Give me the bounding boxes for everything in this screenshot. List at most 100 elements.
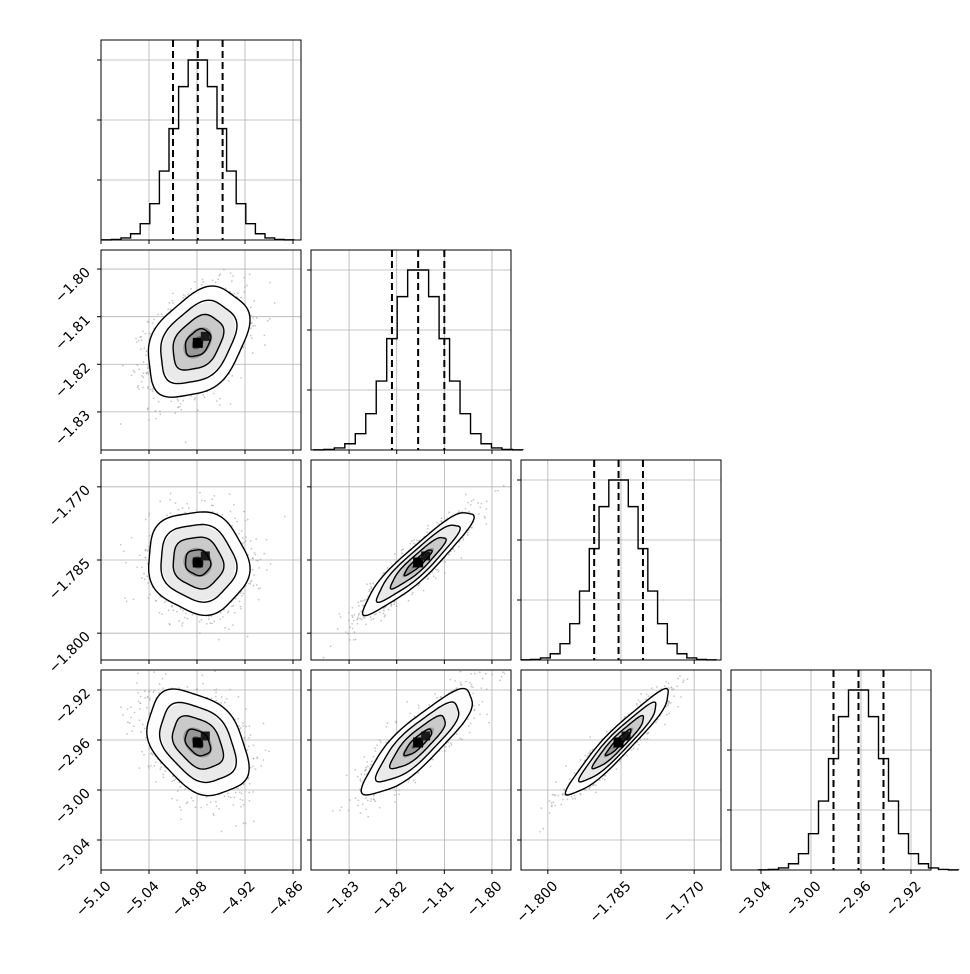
scatter-point [213,620,215,622]
scatter-point [383,612,385,614]
scatter-point [195,806,197,808]
scatter-point [337,628,339,630]
scatter-point [339,613,341,615]
scatter-point [159,612,161,614]
scatter-point [197,409,199,411]
scatter-point [503,485,505,487]
scatter-point [263,334,265,336]
scatter-point [147,582,149,584]
scatter-point [149,535,151,537]
scatter-point [458,546,460,548]
scatter-point [167,308,169,310]
scatter-point [357,623,359,625]
scatter-point [141,375,143,377]
scatter-point [232,275,234,277]
scatter-point [219,273,221,275]
scatter-point [391,604,393,606]
scatter-point [470,504,472,506]
scatter-point [181,625,183,627]
scatter-point [259,587,261,589]
scatter-point [237,243,239,245]
scatter-point [383,610,385,612]
scatter-point [241,530,243,532]
scatter-point [142,387,144,389]
scatter-point [254,552,256,554]
scatter-point [212,279,214,281]
scatter-point [140,348,142,350]
scatter-point [248,746,250,748]
scatter-point [213,495,215,497]
scatter-point [171,780,173,782]
scatter-point [353,614,355,616]
scatter-point [362,605,364,607]
scatter-point [234,517,236,519]
scatter-point [180,608,182,610]
scatter-point [182,610,184,612]
scatter-point [252,557,254,559]
scatter-point [240,297,242,299]
scatter-point [182,400,184,402]
scatter-point [423,590,425,592]
scatter-point [361,618,363,620]
scatter-point [204,396,206,398]
scatter-point [245,536,247,538]
scatter-point [387,567,389,569]
scatter-point [245,540,247,542]
scatter-point [240,606,242,608]
scatter-point [227,612,229,614]
scatter-point [486,500,488,502]
scatter-point [149,593,151,595]
scatter-point [479,507,481,509]
scatter-point [222,514,224,516]
scatter-point [370,616,372,618]
scatter-point [238,696,240,698]
scatter-point [125,562,127,564]
scatter-point [139,767,141,769]
scatter-point [465,494,467,496]
scatter-point [182,297,184,299]
scatter-point [264,344,266,346]
scatter-point [448,554,450,556]
scatter-point [427,528,429,530]
scatter-point [249,583,251,585]
panel-content [100,243,301,461]
scatter-point [161,313,163,315]
scatter-point [426,531,428,533]
scatter-point [411,540,413,542]
scatter-point [360,611,362,613]
scatter-point [245,823,247,825]
scatter-point [233,504,235,506]
scatter-point [234,612,236,614]
scatter-point [148,373,150,375]
scatter-point [136,341,138,343]
scatter-point [269,282,271,284]
hist-panel-2 [307,250,523,450]
scatter-point [232,624,234,626]
scatter-point [251,337,253,339]
scatter-point [468,511,470,513]
scatter-point [126,733,128,735]
scatter-point [266,569,268,571]
scatter-point [366,583,368,585]
scatter-point [245,725,247,727]
scatter-point [178,620,180,622]
scatter-point [224,627,226,629]
scatter-point [348,620,350,622]
scatter-point [172,300,174,302]
scatter-point [357,602,359,604]
scatter-point [219,398,221,400]
scatter-point [211,498,213,500]
scatter-point [155,781,157,783]
scatter-point [174,412,176,414]
scatter-point [172,292,174,294]
scatter-point [436,569,438,571]
scatter-point [127,708,129,710]
scatter-point [384,614,386,616]
scatter-point [141,566,143,568]
scatter-point [454,550,456,552]
scatter-point [412,591,414,593]
scatter-point [202,394,204,396]
scatter-point [243,511,245,513]
scatter-point [218,808,220,810]
